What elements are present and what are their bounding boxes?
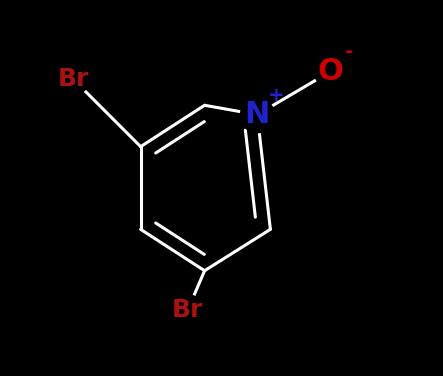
- Text: Br: Br: [57, 67, 89, 91]
- Point: [184, 307, 191, 313]
- Point: [70, 76, 77, 82]
- Point: [254, 112, 261, 118]
- Text: Br: Br: [172, 298, 203, 322]
- Text: O: O: [318, 57, 343, 86]
- Text: N: N: [245, 100, 270, 129]
- Text: -: -: [345, 42, 354, 61]
- Point: [327, 68, 334, 74]
- Text: +: +: [268, 86, 284, 105]
